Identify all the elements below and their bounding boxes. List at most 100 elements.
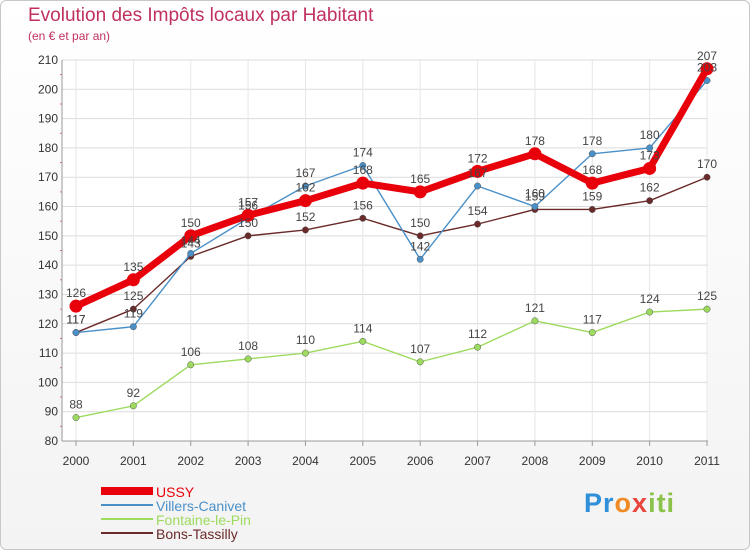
data-label: 114 xyxy=(353,321,372,335)
data-point xyxy=(588,206,596,213)
data-point xyxy=(126,273,140,287)
data-label: 165 xyxy=(410,172,430,186)
x-tick-label: 2006 xyxy=(407,454,434,468)
y-tick-label: 190 xyxy=(38,112,58,126)
data-point xyxy=(359,337,367,345)
data-label: 178 xyxy=(582,134,602,148)
y-tick-label: 140 xyxy=(38,258,58,272)
series-line-fontaine-le-pin xyxy=(75,308,708,419)
data-label: 180 xyxy=(640,128,660,142)
data-point xyxy=(474,343,481,351)
data-label: 159 xyxy=(582,189,602,203)
data-label: 110 xyxy=(296,333,315,347)
data-point xyxy=(531,317,539,325)
x-tick-label: 2008 xyxy=(522,454,549,468)
data-label: 106 xyxy=(181,345,201,359)
data-point xyxy=(413,185,427,199)
y-tick-label: 120 xyxy=(38,317,58,331)
data-point xyxy=(531,203,539,210)
data-label: 124 xyxy=(640,292,660,306)
data-point xyxy=(703,305,711,313)
data-point xyxy=(298,194,312,208)
x-tick-label: 2007 xyxy=(464,454,491,468)
data-label: 159 xyxy=(525,189,545,203)
y-tick-label: 110 xyxy=(39,346,58,360)
data-point xyxy=(646,144,654,152)
x-tick-label: 2000 xyxy=(63,454,90,468)
data-label: 178 xyxy=(525,134,545,148)
x-tick-label: 2004 xyxy=(292,454,319,468)
series-line-villers-canivet xyxy=(75,79,708,334)
data-point xyxy=(184,229,198,243)
data-point xyxy=(643,161,657,175)
y-tick-label: 90 xyxy=(45,405,59,419)
x-tick-label: 2002 xyxy=(177,454,204,468)
x-tick-label: 2009 xyxy=(579,454,606,468)
data-point xyxy=(241,208,255,222)
y-tick-label: 150 xyxy=(38,229,58,243)
data-point xyxy=(416,358,424,366)
data-point xyxy=(187,361,195,369)
data-point xyxy=(585,176,599,190)
data-label: 150 xyxy=(181,216,201,230)
data-label: 174 xyxy=(353,146,373,160)
data-point xyxy=(187,249,195,257)
series-line-ussy xyxy=(72,65,711,310)
data-label: 172 xyxy=(468,151,488,165)
data-point xyxy=(302,349,309,357)
data-label: 167 xyxy=(468,166,488,180)
data-point xyxy=(703,173,711,181)
data-label: 126 xyxy=(66,286,86,300)
chart-title: Evolution des Impôts locaux par Habitant xyxy=(28,5,374,26)
data-point xyxy=(302,182,309,190)
data-label: 125 xyxy=(123,289,143,303)
y-tick-label: 170 xyxy=(38,170,58,184)
data-point xyxy=(244,355,252,363)
data-point xyxy=(416,255,424,263)
data-point xyxy=(646,197,654,205)
x-tick-label: 2001 xyxy=(120,454,147,468)
data-label: 108 xyxy=(238,339,258,353)
data-label: 207 xyxy=(697,49,717,63)
data-label: 154 xyxy=(468,204,488,218)
data-label: 157 xyxy=(238,195,258,209)
data-label: 168 xyxy=(582,163,602,177)
logo-part: o xyxy=(614,488,633,518)
data-point xyxy=(474,182,481,190)
data-label: 143 xyxy=(181,236,201,250)
data-label: 117 xyxy=(66,313,85,327)
data-point xyxy=(69,299,83,313)
data-label: 117 xyxy=(583,313,602,327)
data-label: 152 xyxy=(295,210,315,224)
data-label: 144 xyxy=(181,233,201,247)
y-tick-label: 180 xyxy=(38,141,58,155)
data-label: 160 xyxy=(525,187,545,201)
data-point xyxy=(416,232,424,240)
data-point xyxy=(244,232,252,240)
data-label: 162 xyxy=(640,181,660,195)
x-tick-label: 2003 xyxy=(235,454,262,468)
data-point xyxy=(471,164,485,178)
data-label: 156 xyxy=(353,198,373,212)
y-tick-label: 210 xyxy=(38,53,58,67)
data-label: 142 xyxy=(410,239,430,253)
y-tick-label: 130 xyxy=(38,287,58,301)
data-label: 112 xyxy=(468,327,487,341)
data-point xyxy=(129,323,137,331)
data-label: 170 xyxy=(697,157,717,171)
data-label: 88 xyxy=(69,398,83,412)
data-point xyxy=(588,329,596,337)
y-tick-label: 160 xyxy=(38,200,58,214)
data-point xyxy=(528,147,542,161)
data-point xyxy=(129,402,137,410)
data-label: 92 xyxy=(127,386,141,400)
data-label: 125 xyxy=(697,289,717,303)
data-point xyxy=(359,162,367,169)
data-point xyxy=(359,214,367,222)
data-point xyxy=(474,220,481,228)
data-label: 121 xyxy=(525,301,545,315)
y-tick-label: 80 xyxy=(45,434,59,448)
data-label: 156 xyxy=(238,198,258,212)
